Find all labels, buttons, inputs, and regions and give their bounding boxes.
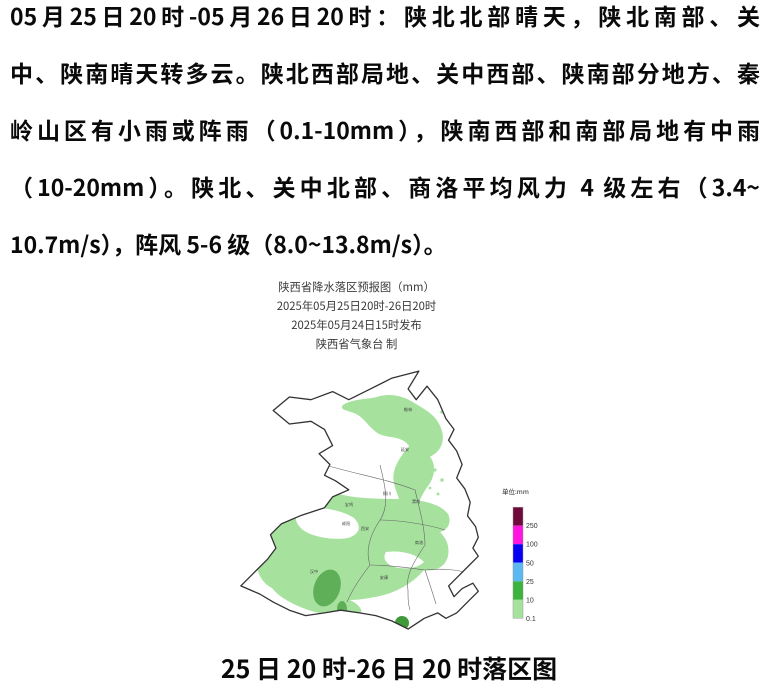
svg-text:榆林: 榆林 (404, 406, 413, 413)
svg-text:单位:mm: 单位:mm (502, 486, 529, 496)
svg-text:250: 250 (526, 523, 538, 530)
svg-text:铜川: 铜川 (383, 490, 391, 497)
svg-text:0.1: 0.1 (526, 616, 536, 623)
svg-text:10: 10 (526, 597, 534, 604)
svg-text:安康: 安康 (380, 574, 389, 581)
svg-text:100: 100 (526, 542, 538, 549)
svg-text:渭南: 渭南 (412, 498, 420, 505)
svg-text:咸阳: 咸阳 (342, 520, 350, 527)
svg-text:50: 50 (526, 560, 534, 567)
svg-text:25: 25 (526, 579, 534, 586)
svg-text:汉中: 汉中 (310, 568, 318, 575)
svg-text:商洛: 商洛 (415, 539, 424, 546)
svg-text:延安: 延安 (401, 446, 409, 453)
svg-text:西安: 西安 (361, 525, 369, 532)
svg-text:宝鸡: 宝鸡 (345, 501, 353, 508)
